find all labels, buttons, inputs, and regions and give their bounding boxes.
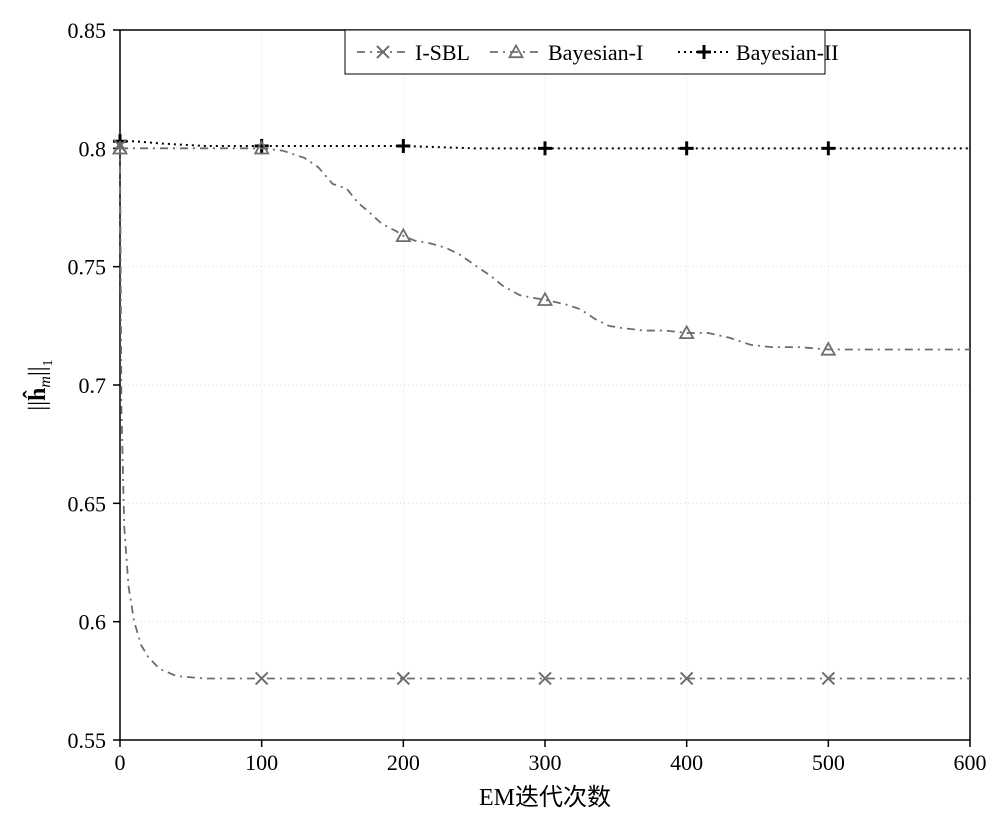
x-tick-label: 100	[245, 750, 278, 775]
y-tick-label: 0.55	[68, 728, 107, 753]
y-tick-label: 0.85	[68, 18, 107, 43]
y-tick-label: 0.75	[68, 255, 107, 280]
legend-label-bay1: Bayesian-I	[548, 40, 643, 65]
x-tick-label: 400	[670, 750, 703, 775]
x-tick-label: 500	[812, 750, 845, 775]
y-tick-label: 0.8	[79, 136, 107, 161]
y-tick-label: 0.7	[79, 373, 107, 398]
x-tick-label: 200	[387, 750, 420, 775]
legend-label-isbl: I-SBL	[415, 40, 470, 65]
x-tick-label: 600	[954, 750, 987, 775]
y-tick-label: 0.65	[68, 491, 107, 516]
y-tick-label: 0.6	[79, 610, 107, 635]
line-chart: 0 100 200 300 400 500 600 0.55 0.6 0.65 0.7 0.75 0.8…	[0, 0, 1000, 813]
x-tick-label: 0	[115, 750, 126, 775]
x-tick-label: 300	[529, 750, 562, 775]
legend-label-bay2: Bayesian-II	[736, 40, 839, 65]
x-axis-label: EM迭代次数	[479, 784, 611, 811]
